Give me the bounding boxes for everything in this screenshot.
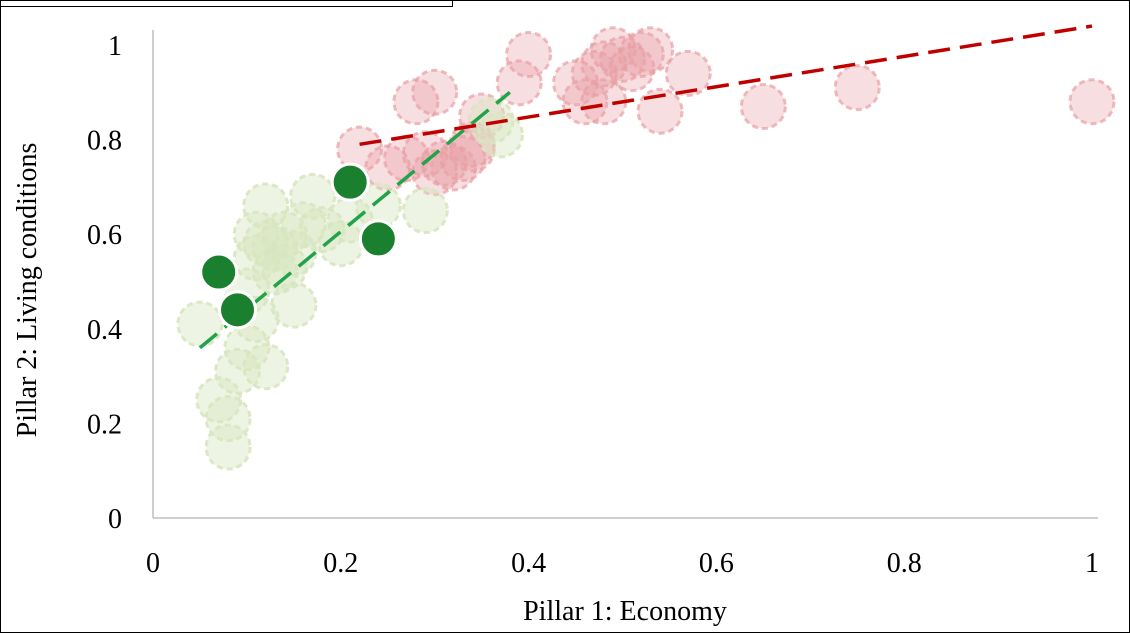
data-point-light-green bbox=[279, 201, 327, 249]
data-point-red bbox=[561, 78, 609, 126]
data-point-red bbox=[636, 87, 684, 135]
y-tick-label: 0.6 bbox=[87, 220, 122, 251]
x-tick-label: 0.8 bbox=[887, 548, 922, 579]
data-point-light-green bbox=[242, 343, 290, 391]
x-tick-label: 0.6 bbox=[699, 548, 734, 579]
dark-green-series bbox=[199, 162, 398, 330]
axes bbox=[152, 30, 1098, 519]
y-tick-label: 1 bbox=[108, 31, 122, 62]
top-tab-border bbox=[0, 0, 453, 7]
data-point-light-green bbox=[401, 187, 449, 235]
y-tick-label: 0.8 bbox=[87, 126, 122, 157]
data-point-red bbox=[664, 49, 712, 97]
data-point-light-green bbox=[298, 205, 346, 253]
data-point-red bbox=[627, 26, 675, 74]
x-axis-title: Pillar 1: Economy bbox=[523, 596, 727, 627]
y-tick-label: 0 bbox=[108, 504, 122, 535]
x-tick-label: 0.2 bbox=[323, 548, 358, 579]
data-point-light-green bbox=[204, 423, 252, 471]
data-point-light-green bbox=[223, 324, 271, 372]
y-tick-labels: 0 0.2 0.4 0.6 0.8 1 bbox=[87, 31, 122, 535]
x-tick-label: 0 bbox=[146, 548, 160, 579]
data-point-red bbox=[505, 30, 553, 78]
red-series bbox=[336, 26, 1116, 197]
data-point-red bbox=[739, 82, 787, 130]
x-tick-label: 0.4 bbox=[511, 548, 546, 579]
data-point-red bbox=[1068, 78, 1116, 126]
data-point-light-green bbox=[176, 300, 224, 348]
light-green-series bbox=[176, 97, 524, 471]
y-tick-label: 0.2 bbox=[87, 409, 122, 440]
y-axis-title: Pillar 2: Living conditions bbox=[12, 143, 43, 438]
trendline-red-dashed bbox=[359, 24, 1093, 147]
data-point-dark-green bbox=[218, 290, 258, 330]
data-point-dark-green bbox=[358, 219, 398, 259]
data-point-light-green bbox=[270, 281, 318, 329]
x-tick-labels: 0 0.2 0.4 0.6 0.8 1 bbox=[146, 548, 1099, 579]
data-point-dark-green bbox=[330, 162, 370, 202]
data-point-dark-green bbox=[199, 252, 239, 292]
data-point-light-green bbox=[467, 97, 515, 145]
y-tick-label: 0.4 bbox=[87, 315, 122, 346]
data-point-red bbox=[833, 64, 881, 112]
x-tick-label: 1 bbox=[1085, 548, 1099, 579]
data-point-red bbox=[411, 68, 459, 116]
